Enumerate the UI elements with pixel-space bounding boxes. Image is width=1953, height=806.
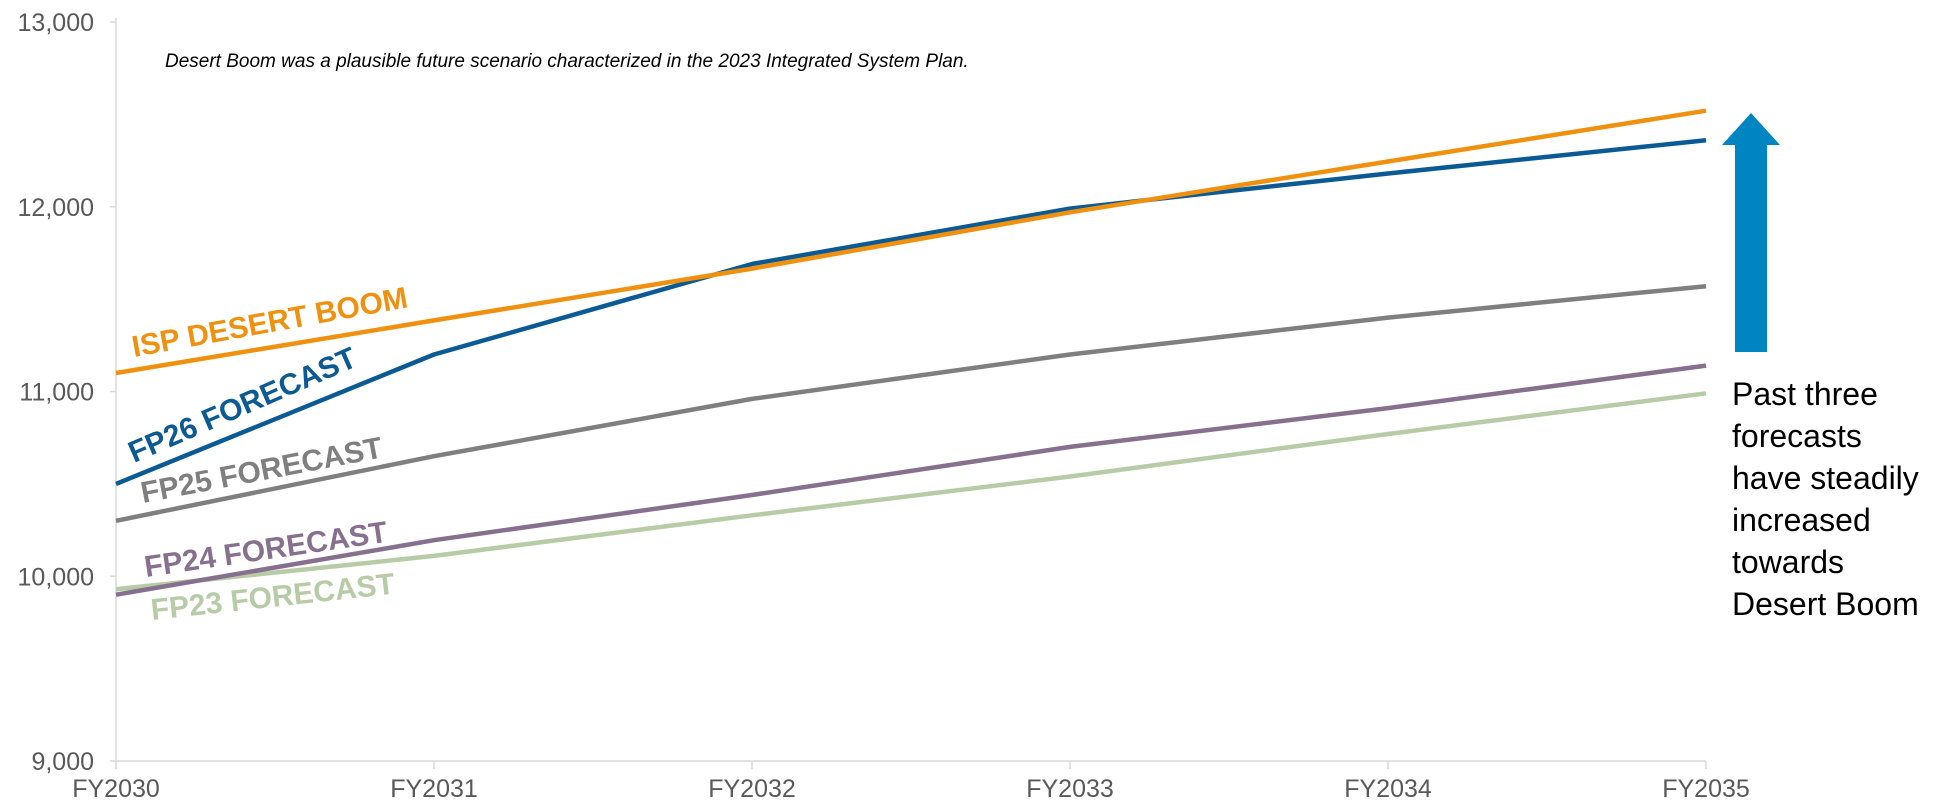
up-arrow-icon xyxy=(1722,113,1780,352)
series-line-fp24-forecast xyxy=(115,363,1707,597)
axes xyxy=(115,18,1706,762)
x-axis-ticks: FY2030 FY2031 FY2032 FY2033 FY2034 FY2035 xyxy=(72,761,1750,803)
x-tick-label: FY2032 xyxy=(708,775,796,803)
x-tick-label: FY2033 xyxy=(1026,775,1114,803)
x-tick-label: FY2035 xyxy=(1662,775,1750,803)
series-line-fp23-forecast xyxy=(115,391,1707,592)
callout-line: forecasts xyxy=(1732,418,1862,454)
series-line-fp26-forecast xyxy=(115,137,1707,486)
callout-line: Desert Boom xyxy=(1732,586,1919,622)
y-tick-label: 10,000 xyxy=(18,563,94,591)
y-tick-label: 11,000 xyxy=(19,379,94,407)
series-label-isp-desert-boom: ISP DESERT BOOM xyxy=(129,281,410,363)
x-tick-label: FY2031 xyxy=(390,775,478,803)
callout-line: Past three xyxy=(1732,376,1878,412)
x-tick-label: FY2034 xyxy=(1344,775,1432,803)
y-tick-label: 12,000 xyxy=(18,194,94,222)
series-lines xyxy=(115,108,1707,597)
series-line-isp-desert-boom xyxy=(115,108,1707,376)
y-axis-ticks: 9,000 10,000 11,000 12,000 13,000 xyxy=(18,9,116,776)
chart-annotation: Desert Boom was a plausible future scena… xyxy=(165,51,969,72)
y-tick-label: 13,000 xyxy=(18,9,94,37)
y-tick-label: 9,000 xyxy=(31,748,94,776)
callout-line: increased xyxy=(1732,502,1871,538)
callout-line: have steadily xyxy=(1732,460,1919,496)
series-line-fp25-forecast xyxy=(115,283,1707,524)
callout-text: Past three forecasts have steadily increase… xyxy=(1732,376,1919,622)
callout-line: towards xyxy=(1732,544,1844,580)
x-tick-label: FY2030 xyxy=(72,775,160,803)
